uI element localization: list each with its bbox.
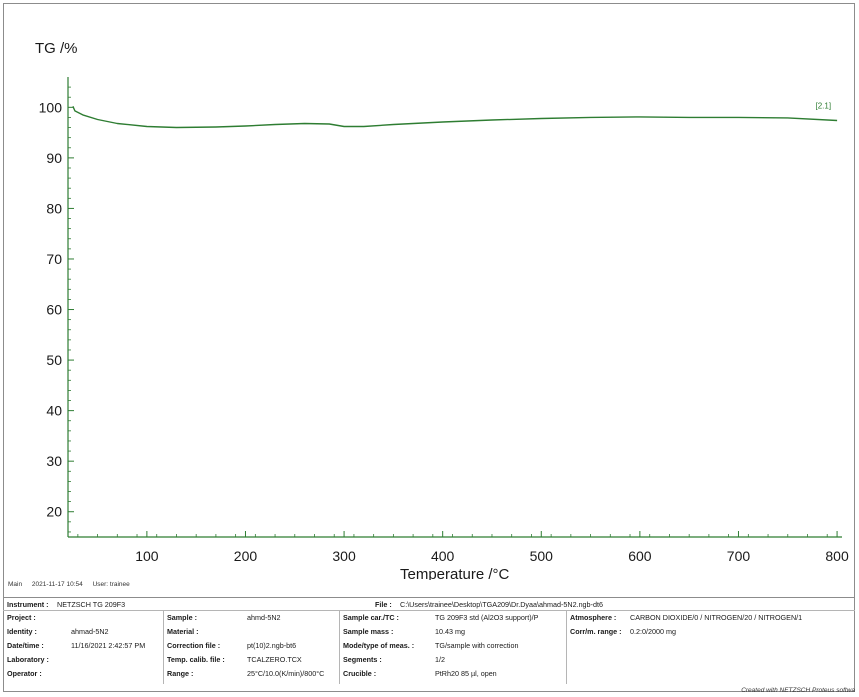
datetime-label: Date/time : (7, 641, 44, 650)
sample-carrier-label: Sample car./TC : (343, 613, 399, 622)
y-tick-label: 20 (46, 504, 62, 520)
corr-range-value: 0.2:0/2000 mg (630, 627, 676, 636)
x-axis-title: Temperature /°C (400, 566, 510, 580)
laboratory-label: Laboratory : (7, 655, 49, 664)
info-divider (3, 610, 855, 611)
sample-label: Sample : (167, 613, 197, 622)
corr-range-label: Corr/m. range : (570, 627, 622, 636)
x-tick-label: 600 (628, 548, 652, 564)
datetime-value: 11/16/2021 2:42:57 PM (71, 641, 146, 650)
file-value: C:\Users\trainee\Desktop\TGA209\Dr.Dyaa\… (400, 600, 603, 609)
mode-value: TG/sample with correction (435, 641, 519, 650)
crucible-label: Crucible : (343, 669, 377, 678)
x-tick-label: 700 (727, 548, 751, 564)
material-label: Material : (167, 627, 199, 636)
range-value: 25°C/10.0(K/min)/800°C (247, 669, 325, 678)
y-tick-label: 100 (39, 99, 63, 115)
info-column-divider (339, 610, 340, 684)
footer-user: User: trainee (92, 581, 130, 588)
x-tick-label: 800 (825, 548, 849, 564)
sample-mass-value: 10.43 mg (435, 627, 465, 636)
y-tick-label: 30 (46, 453, 62, 469)
instrument-value: NETZSCH TG 209F3 (57, 600, 126, 609)
y-tick-label: 90 (46, 150, 62, 166)
x-tick-label: 300 (332, 548, 356, 564)
info-column-divider (163, 610, 164, 684)
operator-label: Operator : (7, 669, 42, 678)
y-tick-label: 80 (46, 200, 62, 216)
mode-label: Mode/type of meas. : (343, 641, 415, 650)
atmosphere-value: CARBON DIOXIDE/0 / NITROGEN/20 / NITROGE… (630, 613, 803, 622)
segments-value: 1/2 (435, 655, 445, 664)
atmosphere-label: Atmosphere : (570, 613, 617, 622)
x-tick-label: 500 (530, 548, 554, 564)
x-tick-label: 100 (135, 548, 159, 564)
sample-mass-label: Sample mass : (343, 627, 394, 636)
y-tick-label: 70 (46, 251, 62, 267)
y-tick-label: 60 (46, 302, 62, 318)
tg-curve (72, 106, 838, 129)
identity-value: ahmad-5N2 (71, 627, 109, 636)
tg-chart: TG /% 20 30 40 50 60 70 80 90 100 100 200 300 400 50… (35, 40, 849, 580)
sample-carrier-value: TG 209F3 std (Al2O3 support)/P (435, 613, 539, 622)
crucible-value: PtRh20 85 µl, open (435, 669, 497, 678)
software-credit: Created with NETZSCH Proteus softwa (741, 687, 855, 694)
y-tick-label: 40 (46, 403, 62, 419)
footer-line: Main 2021-11-17 10:54 User: trainee (8, 581, 138, 588)
file-label: File : (375, 600, 392, 609)
temp-calib-value: TCALZERO.TCX (247, 655, 302, 664)
sample-value: ahmd-5N2 (247, 613, 281, 622)
measurement-info-table: Instrument : NETZSCH TG 209F3 File : C:\… (3, 597, 855, 684)
footer-datetime: 2021-11-17 10:54 (31, 581, 83, 588)
temp-calib-label: Temp. calib. file : (167, 655, 225, 664)
y-tick-label: 50 (46, 352, 62, 368)
chart-frame (3, 3, 855, 692)
footer-main: Main (8, 581, 23, 588)
series-label: [2.1] (815, 101, 831, 110)
x-tick-label: 200 (234, 548, 258, 564)
correction-file-label: Correction file : (167, 641, 221, 650)
y-axis-title: TG /% (35, 40, 78, 57)
correction-file-value: pt(10)2.ngb-bt6 (247, 641, 297, 650)
instrument-label: Instrument : (7, 600, 49, 609)
range-label: Range : (167, 669, 194, 678)
info-column-divider (566, 610, 567, 684)
x-tick-label: 400 (431, 548, 455, 564)
segments-label: Segments : (343, 655, 382, 664)
identity-label: Identity : (7, 627, 37, 636)
project-label: Project : (7, 613, 36, 622)
